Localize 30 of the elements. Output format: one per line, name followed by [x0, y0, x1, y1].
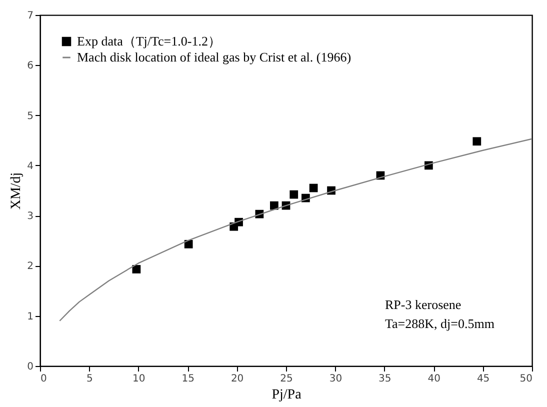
x-tick-label: 15: [182, 374, 194, 384]
x-tick-label: 45: [476, 374, 490, 384]
legend-label: Exp data（Tj/Tc=1.0-1.2）: [77, 34, 221, 48]
y-tick-label: 4: [27, 160, 34, 172]
legend-label: Mach disk location of ideal gas by Crist et al. (1966): [77, 50, 352, 64]
x-tick-label: 30: [329, 374, 342, 384]
x-tick-label: 50: [520, 374, 532, 384]
x-axis-title: Pj/Pa: [272, 388, 302, 402]
point: [290, 190, 298, 199]
y-tick-label: 1: [27, 311, 34, 322]
y-tick-label: 3: [27, 211, 34, 222]
point: [184, 240, 193, 248]
y-tick-label: 0: [27, 362, 34, 372]
y-tick-label: 2: [27, 261, 34, 272]
point: [309, 184, 318, 192]
annotation: RP-3 kerosene: [385, 297, 462, 312]
point: [132, 265, 141, 274]
x-tick-label: 35: [378, 374, 392, 384]
y-tick-label: 5: [27, 110, 34, 122]
annotation: Ta=288K, dj=0.5mm: [385, 316, 494, 331]
x-tick-label: 5: [86, 374, 93, 384]
x-tick-label: 40: [428, 374, 440, 384]
y-axis-title: XM/dj: [9, 172, 24, 210]
x-tick-label: 10: [132, 374, 146, 384]
x-tick-label: 0: [40, 374, 47, 384]
point: [472, 137, 482, 146]
y-tick-label: 6: [27, 60, 34, 72]
y-tick-label: 7: [27, 10, 34, 22]
x-tick-label: 20: [230, 374, 244, 384]
x-tick-label: 25: [280, 374, 293, 384]
